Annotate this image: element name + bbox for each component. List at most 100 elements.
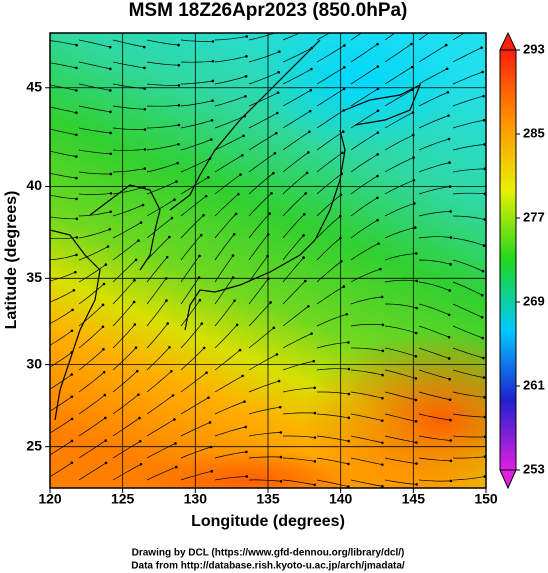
streamline: [452, 369, 485, 378]
streamline: [282, 47, 312, 63]
streamline: [78, 326, 104, 349]
streamline-arrow: [199, 233, 203, 237]
streamline: [214, 277, 234, 305]
streamline-arrow: [170, 216, 174, 220]
streamline-arrow: [447, 313, 451, 317]
streamline-arrow: [381, 419, 384, 422]
streamline: [214, 401, 245, 415]
streamline: [146, 278, 167, 305]
streamline-arrow: [269, 301, 272, 304]
streamline-arrow: [449, 459, 453, 463]
streamline: [180, 119, 213, 129]
streamline: [248, 132, 277, 151]
streamline-arrow: [211, 79, 215, 83]
streamline-arrow: [75, 89, 78, 92]
coastline: [50, 39, 422, 421]
streamline: [282, 172, 308, 195]
x-axis-label: Longitude (degrees): [191, 513, 345, 530]
credit: Data from http://database.rish.kyoto-u.a…: [131, 561, 405, 572]
streamline-arrow: [448, 289, 452, 292]
streamline: [350, 457, 383, 465]
streamline: [50, 289, 75, 303]
streamline: [418, 259, 451, 265]
streamline: [452, 303, 483, 318]
streamline-arrow: [446, 90, 450, 94]
streamline-arrow: [176, 161, 180, 165]
streamline: [350, 132, 379, 151]
streamline-arrow: [174, 465, 178, 469]
streamline-arrow: [313, 483, 316, 487]
streamline-arrow: [137, 393, 140, 396]
streamline: [248, 479, 282, 482]
streamline-arrow: [410, 65, 414, 69]
streamline: [78, 61, 111, 70]
streamline-arrow: [104, 439, 108, 442]
streamline: [248, 354, 278, 371]
streamline: [316, 33, 330, 41]
streamline: [350, 175, 378, 195]
streamline-arrow: [447, 114, 450, 117]
streamline-arrow: [277, 379, 281, 383]
streamline: [180, 446, 212, 459]
streamline-arrow: [480, 315, 484, 319]
streamline-arrow: [380, 295, 384, 299]
streamline-arrow: [517, 75, 520, 78]
streamline: [385, 303, 417, 309]
streamline-arrow: [303, 279, 307, 283]
streamline: [350, 296, 383, 305]
streamline-arrow: [208, 421, 212, 424]
streamline: [180, 195, 207, 217]
streamline-arrow: [517, 451, 520, 454]
streamline-arrow: [378, 267, 382, 271]
streamline: [180, 255, 200, 283]
x-tick-label: 140: [329, 491, 353, 507]
streamline-arrow: [137, 239, 140, 242]
streamline: [214, 375, 243, 393]
streamline: [350, 33, 362, 41]
y-tick-label: 45: [26, 78, 42, 94]
streamline-arrow: [409, 20, 412, 23]
streamline: [452, 413, 485, 418]
streamline: [180, 277, 200, 305]
streamline: [214, 255, 234, 283]
streamline-arrow: [177, 123, 181, 127]
streamline-arrow: [415, 306, 418, 310]
streamline: [282, 457, 315, 462]
streamline: [418, 325, 450, 338]
streamline: [78, 211, 111, 217]
streamline-arrow: [139, 463, 143, 466]
streamline-arrow: [414, 354, 418, 358]
streamline: [248, 327, 275, 349]
streamline-arrow: [414, 377, 418, 380]
streamline-arrow: [232, 233, 236, 236]
streamline-arrow: [274, 131, 278, 135]
streamline-arrow: [70, 395, 74, 399]
streamline: [214, 95, 246, 107]
streamline-arrow: [108, 227, 112, 231]
streamline-arrow: [138, 439, 142, 443]
cold-area: [250, 33, 470, 150]
streamline: [50, 418, 73, 434]
y-tick-label: 25: [26, 437, 42, 453]
streamline: [112, 440, 141, 459]
streamline: [180, 80, 213, 85]
streamline: [452, 281, 483, 296]
streamline-arrow: [165, 255, 169, 259]
streamline: [384, 457, 417, 464]
streamline-arrow: [308, 130, 311, 134]
streamline: [146, 236, 170, 261]
streamline: [180, 397, 209, 415]
streamline: [384, 413, 417, 422]
streamline-arrow: [240, 153, 244, 157]
streamline-arrow: [277, 50, 281, 54]
streamline-arrow: [141, 203, 145, 207]
streamline: [452, 95, 484, 107]
streamline: [78, 394, 106, 415]
streamline-arrow: [231, 254, 235, 257]
streamline-arrow: [272, 171, 275, 175]
streamline: [112, 301, 135, 327]
streamline: [146, 256, 168, 283]
colorbar-tick-label: 293: [523, 41, 545, 56]
streamline: [50, 440, 73, 456]
